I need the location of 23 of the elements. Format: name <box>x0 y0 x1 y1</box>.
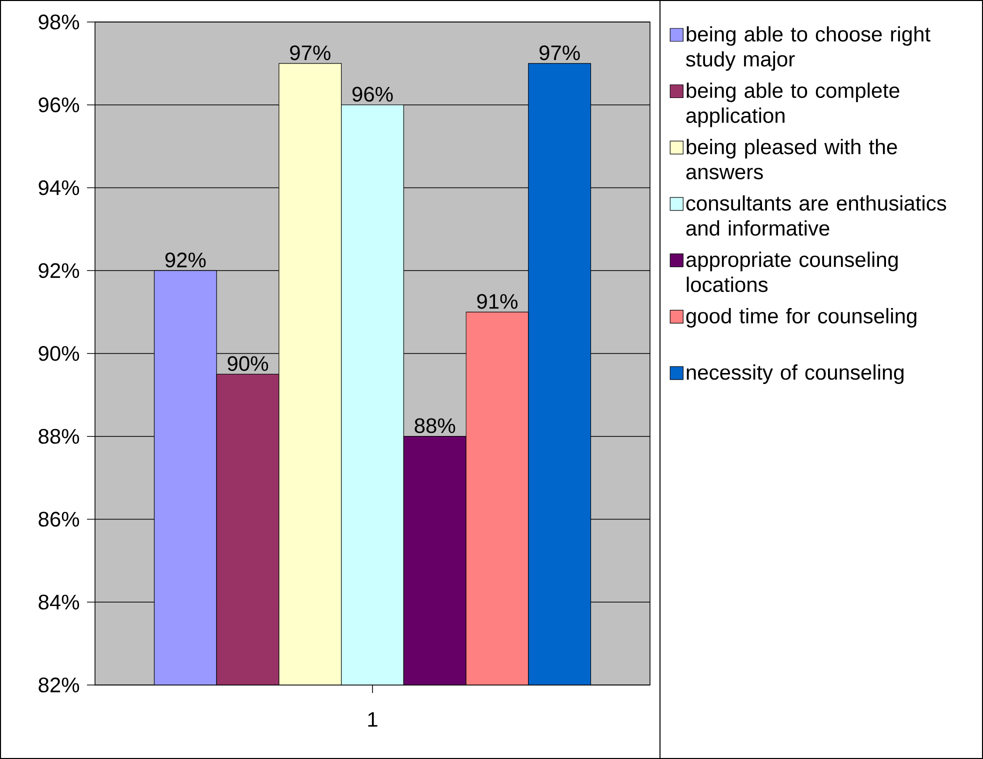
legend-label: being able to complete application <box>686 82 900 128</box>
data-label: 91% <box>477 294 518 309</box>
data-label: 92% <box>165 252 206 268</box>
x-tick-label: 1 <box>368 712 378 727</box>
legend-label: consultants are enthusiatics and informative <box>686 195 946 236</box>
y-tick-label: 98% <box>38 14 80 30</box>
y-tick-label: 84% <box>38 594 80 610</box>
data-label: 97% <box>290 45 330 60</box>
data-label: 97% <box>540 45 580 60</box>
y-tick-label: 82% <box>38 678 80 692</box>
y-tick-label: 92% <box>38 263 80 278</box>
data-label: 90% <box>228 356 268 372</box>
y-tick-label: 86% <box>38 512 80 527</box>
legend-label: being able to choose right study major <box>686 26 930 71</box>
data-label: 96% <box>352 86 393 102</box>
data-label: 88% <box>414 418 456 434</box>
y-tick-label: 90% <box>38 346 80 361</box>
y-tick-label: 94% <box>38 180 80 196</box>
y-tick-label: 88% <box>38 428 80 444</box>
legend-label: appropriate counseling locations <box>686 252 898 292</box>
legend-label: necessity of counseling <box>686 364 904 384</box>
y-tick-label: 96% <box>38 97 80 112</box>
legend-label: good time for counseling <box>686 308 916 328</box>
